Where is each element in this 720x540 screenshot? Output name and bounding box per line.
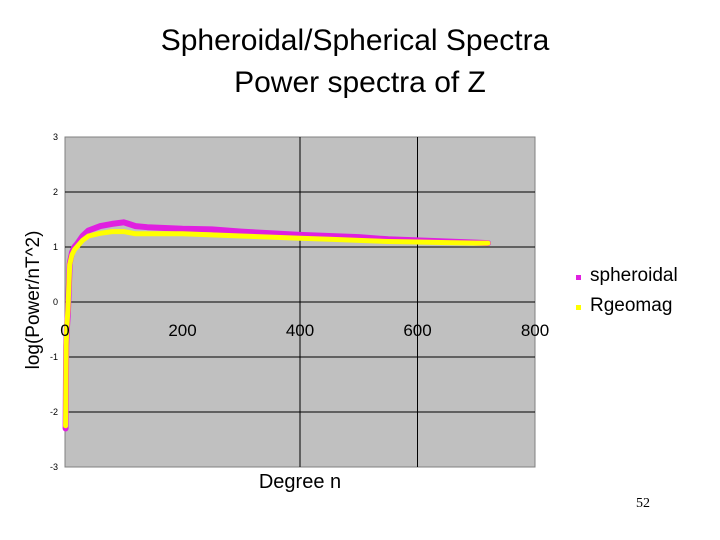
x-tick-label: 0 (60, 321, 69, 340)
legend-swatch-rgeomag (576, 305, 581, 310)
x-tick-label: 600 (403, 321, 431, 340)
y-tick-label: -2 (50, 407, 58, 417)
x-axis-label: Degree n (258, 471, 342, 493)
page-number: 52 (636, 496, 650, 511)
x-tick-label: 800 (521, 321, 549, 340)
chart-subtitle: Power spectra of Z (234, 66, 486, 99)
legend-label-rgeomag: Rgeomag (590, 295, 673, 316)
slide-title: Spheroidal/Spherical Spectra (160, 24, 550, 57)
x-tick-label: 200 (168, 321, 196, 340)
y-tick-label: -1 (50, 352, 58, 362)
y-tick-label: -3 (50, 462, 58, 472)
legend-label-spheroidal: spheroidal (590, 265, 678, 286)
y-tick-label: 3 (53, 132, 58, 142)
y-tick-label: 2 (53, 187, 58, 197)
y-tick-label: 0 (53, 297, 58, 307)
y-axis-label: log(Power/nT^2) (23, 230, 44, 370)
series-line-rgeomag (63, 229, 491, 429)
y-tick-label: 1 (53, 242, 58, 252)
legend-swatch-spheroidal (576, 275, 581, 280)
x-tick-label: 400 (286, 321, 314, 340)
